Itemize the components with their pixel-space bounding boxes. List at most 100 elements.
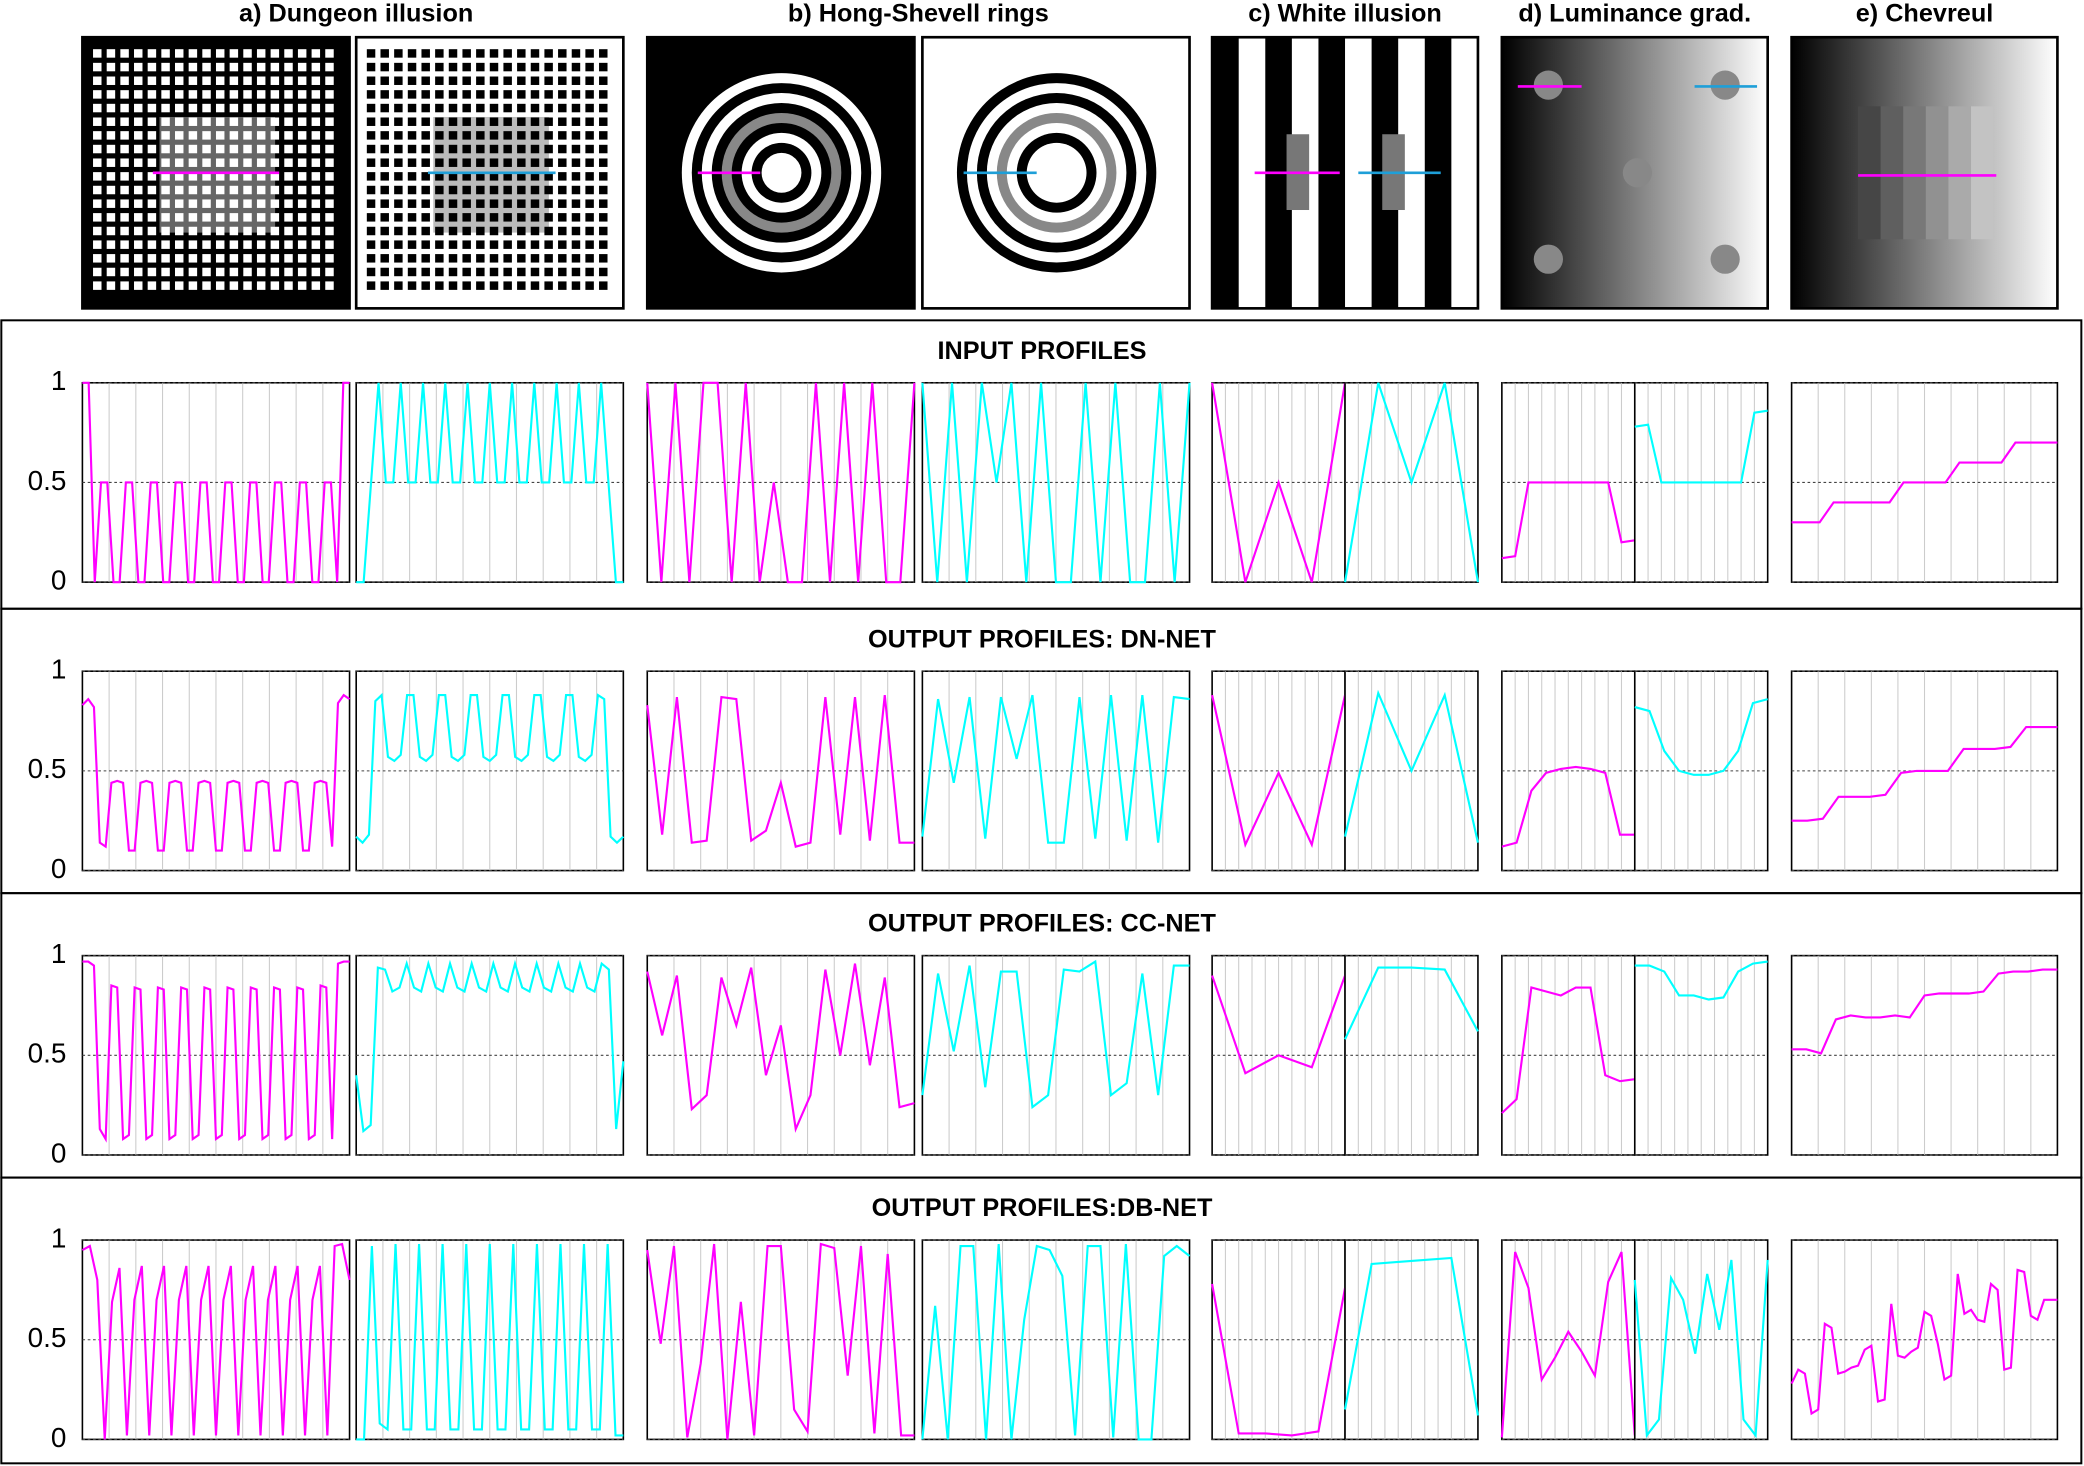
grid-cell <box>297 226 307 236</box>
grid-cell <box>476 213 485 222</box>
grid-cell <box>585 76 594 85</box>
grid-cell <box>215 131 225 140</box>
grid-cell <box>448 226 458 236</box>
grid-cell <box>421 199 430 208</box>
grid-cell <box>489 103 499 113</box>
y-tick-label: 0 <box>51 1137 67 1168</box>
grid-cell <box>448 49 458 58</box>
grid-cell <box>599 172 608 181</box>
row-title: INPUT PROFILES <box>937 337 1146 365</box>
grid-cell <box>256 117 266 126</box>
profile-line <box>1211 975 1347 1075</box>
grid-cell <box>435 144 444 154</box>
grid-cell <box>202 90 211 99</box>
grid-cell <box>380 226 389 236</box>
illusion-patch <box>1858 106 1881 240</box>
illusion-title: e) Chevreul <box>1856 0 1994 27</box>
grid-cell <box>93 185 102 195</box>
grid-cell <box>407 281 417 290</box>
grid-cell <box>297 254 307 263</box>
grid-cell <box>435 90 444 99</box>
grid-cell <box>311 144 321 154</box>
grid-cell <box>270 131 280 140</box>
grid-cell <box>311 76 321 85</box>
grid-cell <box>161 185 170 195</box>
grid-cell <box>599 76 608 85</box>
illusion-patch <box>1880 106 1904 240</box>
profile-line <box>1791 968 2058 1055</box>
grid-cell <box>202 240 211 249</box>
grid-cell <box>202 281 211 290</box>
grid-cell <box>421 62 430 72</box>
grid-cell <box>503 117 512 126</box>
grid-cell <box>325 76 334 85</box>
illusion-patch <box>1710 244 1740 274</box>
grid-cell <box>599 213 608 222</box>
grid-cell <box>284 185 293 195</box>
grid-cell <box>544 49 553 58</box>
grid-cell <box>297 240 307 249</box>
grid-cell <box>120 213 129 222</box>
grid-cell <box>243 240 252 249</box>
y-tick-label: 1 <box>51 1222 67 1253</box>
grid-cell <box>188 103 198 113</box>
grid-cell <box>325 117 334 126</box>
grid-cell <box>489 76 499 85</box>
grid-cell <box>161 254 170 263</box>
grid-cell <box>421 49 430 58</box>
grid-cell <box>202 62 211 72</box>
grid-cell <box>284 172 293 181</box>
grid-cell <box>147 103 157 113</box>
grid-cell <box>585 199 594 208</box>
grid-cell <box>571 117 581 126</box>
grid-cell <box>599 226 608 236</box>
grid-cell <box>325 172 334 181</box>
grid-cell <box>489 62 499 72</box>
grid-cell <box>256 90 266 99</box>
grid-cell <box>544 185 553 195</box>
grid-cell <box>229 267 239 277</box>
grid-cell <box>188 158 198 167</box>
grid-cell <box>134 62 143 72</box>
grid-cell <box>544 117 553 126</box>
grid-cell <box>243 103 252 113</box>
profile-line <box>356 382 624 584</box>
grid-cell <box>503 213 512 222</box>
grid-cell <box>517 172 526 181</box>
grid-cell <box>394 90 403 99</box>
grid-cell <box>243 62 252 72</box>
y-tick-label: 0.5 <box>28 465 67 496</box>
grid-cell <box>174 185 184 195</box>
grid-cell <box>599 144 608 154</box>
grid-cell <box>297 172 307 181</box>
grid-cell <box>380 103 389 113</box>
grid-cell <box>489 254 499 263</box>
grid-cell <box>229 213 239 222</box>
grid-cell <box>517 267 526 277</box>
grid-cell <box>161 240 170 249</box>
grid-cell <box>380 158 389 167</box>
grid-cell <box>503 199 512 208</box>
grid-cell <box>120 199 129 208</box>
grid-cell <box>366 185 376 195</box>
grid-cell <box>421 131 430 140</box>
grid-cell <box>489 281 499 290</box>
grid-cell <box>517 49 526 58</box>
grid-cell <box>284 62 293 72</box>
grid-cell <box>174 76 184 85</box>
grid-cell <box>407 240 417 249</box>
profile-line <box>1211 1283 1347 1437</box>
grid-cell <box>517 76 526 85</box>
grid-cell <box>284 213 293 222</box>
grid-cell <box>270 117 280 126</box>
grid-cell <box>503 103 512 113</box>
grid-cell <box>517 62 526 72</box>
grid-cell <box>407 158 417 167</box>
grid-cell <box>311 185 321 195</box>
grid-cell <box>215 76 225 85</box>
grid-cell <box>174 62 184 72</box>
grid-cell <box>476 62 485 72</box>
grid-cell <box>366 158 376 167</box>
grid-cell <box>215 226 225 236</box>
grid-cell <box>462 144 471 154</box>
